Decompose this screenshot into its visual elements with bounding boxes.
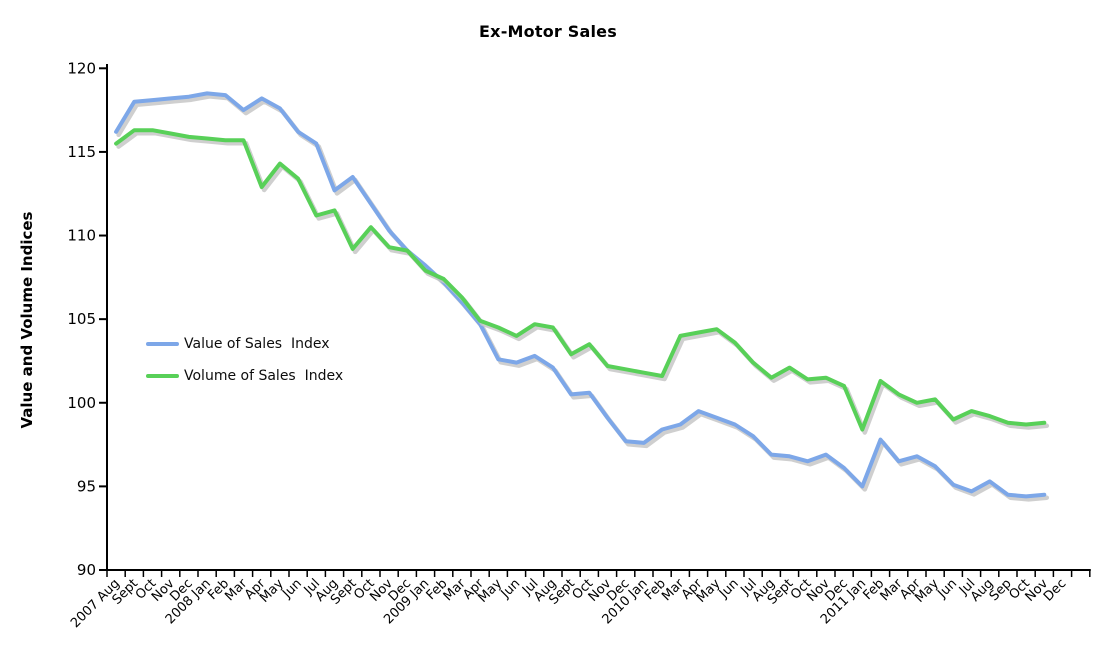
x-axis-tick-label: Jun	[934, 576, 960, 602]
chart-title: Ex-Motor Sales	[479, 22, 617, 41]
legend-label-value: Value of Sales Index	[184, 336, 330, 352]
y-axis-tick-label: 110	[67, 227, 96, 245]
y-axis-tick-label: 90	[77, 561, 96, 579]
series-line-1	[114, 128, 1047, 432]
legend-item-value: Value of Sales Index	[146, 333, 343, 355]
legend-item-volume: Volume of Sales Index	[146, 365, 343, 387]
legend-swatch-value-line	[146, 342, 179, 346]
x-axis-tick-label: Jun	[498, 576, 524, 602]
x-axis-tick-label: Jun	[279, 576, 305, 602]
y-axis-tick-label: 95	[77, 477, 96, 495]
series-line-0	[114, 91, 1047, 499]
y-axis-tick-label: 100	[67, 394, 96, 412]
y-axis-tick-label: 120	[67, 59, 96, 77]
y-axis-tick-label: 105	[67, 310, 96, 328]
legend: Value of Sales Index Volume of Sales Ind…	[146, 333, 343, 397]
x-axis-tick-label: Dec	[1041, 576, 1069, 604]
legend-swatch-volume-line	[146, 374, 179, 378]
series-shadow-0	[116, 94, 1050, 502]
x-axis-tick-label: Jun	[716, 576, 742, 602]
y-axis-tick-label: 115	[67, 143, 96, 161]
legend-label-volume: Volume of Sales Index	[184, 368, 344, 384]
